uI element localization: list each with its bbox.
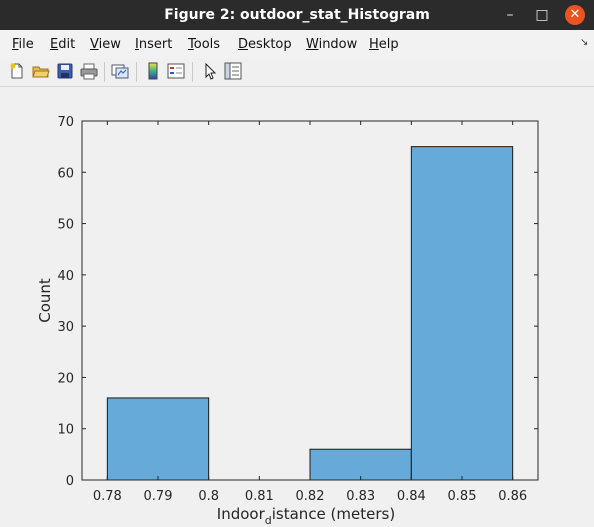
y-tick-label: 60 [57,166,74,181]
menu-file[interactable]: File [12,37,34,52]
x-tick-label: 0.79 [144,489,173,504]
x-tick-label: 0.8 [198,489,219,504]
colorbar-icon[interactable] [144,62,162,80]
print-icon[interactable] [80,62,98,80]
menu-view[interactable]: View [90,37,121,52]
minimize-icon[interactable]: – [506,7,514,23]
menu-tools-label: ools [193,37,221,52]
y-tick-label: 50 [57,218,74,233]
x-tick-label: 0.86 [498,489,527,504]
save-icon[interactable] [56,62,74,80]
menu-tools-mnemonic: T [188,37,194,52]
pointer-icon[interactable] [201,62,219,80]
menu-desktop-label: esktop [248,37,292,52]
x-axis-label-main: Indoor [217,505,266,523]
menu-insert-mnemonic: I [135,37,139,52]
y-tick-label: 40 [57,269,74,284]
x-tick-label: 0.84 [397,489,426,504]
y-tick-label: 0 [66,474,74,489]
menu-file-mnemonic: F [12,37,19,52]
menu-tools[interactable]: Tools [188,37,220,52]
menu-window-mnemonic: W [306,37,319,52]
histogram-bar-3 [410,146,514,481]
x-axis-label-subscript: d [265,514,272,527]
y-tick-label: 70 [57,115,74,130]
maximize-icon[interactable]: □ [535,7,549,23]
menu-window[interactable]: Window [306,37,357,52]
new-figure-icon[interactable] [8,62,26,80]
y-tick-label: 20 [57,371,74,386]
figure-canvas[interactable]: 0.78 0.79 0.8 0.81 0.82 0.83 0.84 0.85 0.86 0 10 2… [0,87,594,527]
x-tick-label: 0.85 [448,489,477,504]
toolbar-separator [104,62,105,82]
x-tick-label: 0.81 [245,489,274,504]
window-title: Figure 2: outdoor_stat_Histogram [164,7,430,23]
histogram-bar-0 [106,397,210,481]
menu-window-label: indow [318,37,358,52]
toolbar [0,58,594,87]
x-tick-labels: 0.78 0.79 0.8 0.81 0.82 0.83 0.84 0.85 0.86 [93,489,527,504]
menu-view-mnemonic: V [90,37,99,52]
axis-ticks [82,120,538,481]
menu-help-label: elp [378,37,399,52]
toolbar-separator [192,62,193,82]
y-tick-label: 30 [57,320,74,335]
menu-edit-label: dit [58,37,76,52]
histogram-bar-2 [309,448,412,481]
menu-help[interactable]: Help [369,37,399,52]
x-axis-label: Indoordistance (meters) [217,505,395,527]
title-bar[interactable]: Figure 2: outdoor_stat_Histogram – □ ✕ [0,0,594,30]
menu-file-label: ile [18,37,34,52]
menu-expand-icon[interactable]: ↘ [580,37,589,48]
histogram-chart: 0.78 0.79 0.8 0.81 0.82 0.83 0.84 0.85 0.86 0 10 2… [36,115,539,527]
legend-icon[interactable] [167,62,185,80]
close-icon[interactable]: ✕ [565,5,585,25]
menu-insert-label: nsert [138,37,173,52]
toolbar-separator [136,62,137,82]
menu-desktop-mnemonic: D [238,37,249,52]
x-tick-label: 0.82 [296,489,325,504]
x-tick-label: 0.78 [93,489,122,504]
histogram-bars [106,146,514,481]
y-tick-labels: 0 10 20 30 40 50 60 70 [57,115,74,489]
menu-edit[interactable]: Edit [50,37,75,52]
y-axis-label: Count [36,278,54,323]
link-plot-icon[interactable] [111,62,129,80]
y-tick-label: 10 [57,423,74,438]
x-tick-label: 0.83 [346,489,375,504]
menu-bar: File Edit View Insert Tools Desktop Wind… [0,30,594,58]
menu-insert[interactable]: Insert [135,37,172,52]
open-file-icon[interactable] [32,62,50,80]
menu-view-label: iew [98,37,121,52]
x-axis-label-rest: istance (meters) [272,505,395,523]
menu-help-mnemonic: H [369,37,379,52]
menu-desktop[interactable]: Desktop [238,37,292,52]
menu-edit-mnemonic: E [50,37,59,52]
property-editor-icon[interactable] [224,62,242,80]
